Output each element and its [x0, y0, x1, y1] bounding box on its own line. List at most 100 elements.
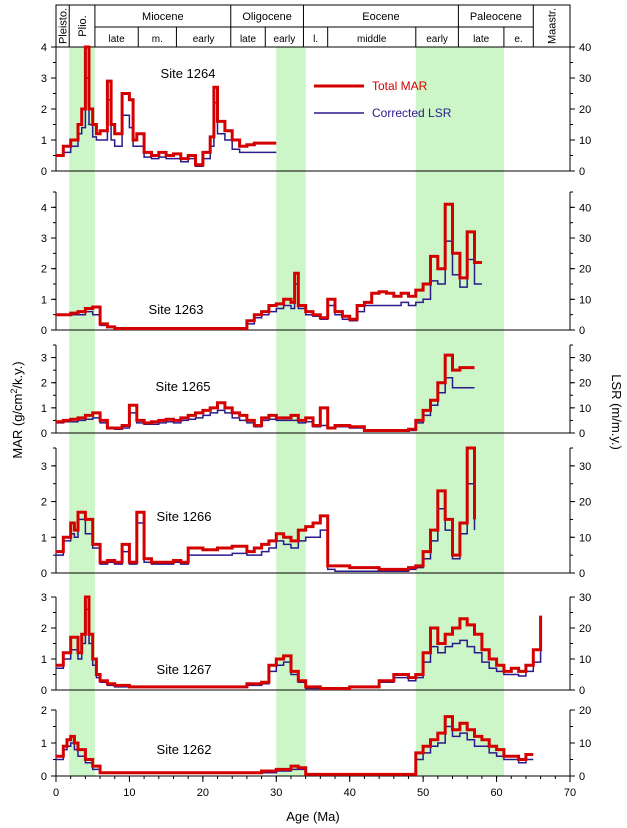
y-right-tick-label: 40: [579, 42, 591, 54]
shaded-interval-0: [69, 47, 95, 776]
y-left-tick-label: 3: [41, 461, 47, 473]
series-line-total-mar: [56, 595, 543, 690]
ylabel-left-superscript: 2: [9, 389, 19, 394]
y-left-tick-label: 0: [41, 685, 47, 697]
series-line-total-mar: [56, 715, 534, 776]
y-right-tick-label: 30: [579, 73, 591, 85]
timescale-frame: [55, 4, 571, 48]
series-line-total-mar: [56, 202, 482, 330]
y-left-tick-label: 2: [41, 378, 47, 390]
y-right-tick-label: 20: [579, 104, 591, 116]
y-left-tick-label: 1: [41, 532, 47, 544]
epoch-label: Miocene: [142, 11, 184, 23]
sub-epoch-label: e.: [514, 34, 522, 45]
x-tick-label: 20: [197, 787, 209, 799]
y-left-tick-label: 3: [41, 353, 47, 365]
epoch-label: Plio.: [77, 15, 89, 36]
y-left-tick-label: 4: [41, 202, 47, 214]
legend-label-corrected-lsr: Corrected LSR: [372, 106, 452, 120]
y-right-tick-label: 10: [579, 654, 591, 666]
epoch-label: Eocene: [362, 11, 399, 23]
ylabel-left-part1: MAR (g/cm: [10, 394, 25, 459]
site-label: Site 1262: [157, 742, 212, 757]
y-right-tick-label: 30: [579, 461, 591, 473]
sub-epoch-label: l.: [313, 34, 318, 45]
y-right-tick-label: 30: [579, 353, 591, 365]
y-left-tick-label: 4: [41, 42, 47, 54]
y-right-tick-label: 40: [579, 202, 591, 214]
sub-epoch-label: late: [240, 34, 257, 45]
sub-epoch-label: late: [109, 34, 126, 45]
y-right-tick-label: 20: [579, 623, 591, 635]
y-right-tick-label: 10: [579, 135, 591, 147]
sub-epoch-label: middle: [357, 34, 387, 45]
legend: Total MAR Corrected LSR: [314, 79, 452, 120]
x-tick-label: 0: [53, 787, 59, 799]
y-left-tick-label: 2: [41, 104, 47, 116]
site-label: Site 1263: [149, 302, 204, 317]
y-right-tick-label: 20: [579, 705, 591, 717]
y-left-tick-label: 0: [41, 325, 47, 337]
x-tick-label: 70: [564, 787, 576, 799]
y-left-tick-label: 0: [41, 166, 47, 178]
y-left-tick-label: 2: [41, 623, 47, 635]
epoch-label: Paleocene: [470, 11, 522, 23]
y-right-tick-label: 0: [579, 685, 585, 697]
y-axis-left-label: MAR (g/cm2/k.y.): [9, 361, 25, 458]
sub-epoch-label: m.: [152, 34, 163, 45]
timescale-header: Pleisto. Plio. Miocene late m. early Oligocene…: [55, 4, 571, 48]
epoch-label: Pleisto.: [58, 8, 70, 44]
y-left-tick-label: 1: [41, 403, 47, 415]
sub-epoch-label: early: [274, 34, 296, 45]
y-left-tick-label: 3: [41, 592, 47, 604]
y-left-tick-label: 2: [41, 705, 47, 717]
y-left-tick-label: 0: [41, 428, 47, 440]
y-right-tick-label: 10: [579, 403, 591, 415]
site-label: Site 1265: [156, 379, 211, 394]
legend-label-total-mar: Total MAR: [372, 79, 428, 93]
y-right-tick-label: 0: [579, 325, 585, 337]
y-right-tick-label: 0: [579, 166, 585, 178]
y-right-tick-label: 20: [579, 264, 591, 276]
y-left-tick-label: 2: [41, 264, 47, 276]
y-right-tick-label: 0: [579, 428, 585, 440]
x-tick-label: 30: [270, 787, 282, 799]
ylabel-left-part2: /k.y.): [10, 361, 25, 388]
sub-epoch-label: early: [193, 34, 215, 45]
y-right-tick-label: 20: [579, 497, 591, 509]
x-tick-label: 40: [344, 787, 356, 799]
site-label: Site 1266: [157, 509, 212, 524]
y-right-tick-label: 10: [579, 738, 591, 750]
y-left-tick-label: 0: [41, 771, 47, 783]
y-left-tick-label: 1: [41, 738, 47, 750]
y-left-tick-label: 2: [41, 497, 47, 509]
y-left-tick-label: 1: [41, 294, 47, 306]
y-left-tick-label: 1: [41, 654, 47, 666]
y-right-tick-label: 0: [579, 771, 585, 783]
epoch-label: Maastr.: [547, 8, 559, 44]
sub-epoch-label: early: [426, 34, 448, 45]
sub-epoch-label: late: [473, 34, 490, 45]
site-label: Site 1264: [161, 66, 216, 81]
y-right-tick-label: 20: [579, 378, 591, 390]
series-line-total-mar: [56, 446, 476, 571]
y-left-tick-label: 3: [41, 233, 47, 245]
x-tick-label: 50: [417, 787, 429, 799]
y-left-tick-label: 0: [41, 568, 47, 580]
x-axis: 0 10 20 30 40 50 60 70: [53, 776, 576, 799]
y-right-tick-label: 10: [579, 294, 591, 306]
x-tick-label: 10: [123, 787, 135, 799]
y-left-tick-label: 1: [41, 135, 47, 147]
y-right-tick-label: 30: [579, 233, 591, 245]
y-right-tick-label: 10: [579, 532, 591, 544]
shaded-intervals: [69, 47, 504, 776]
series-line-corrected-lsr: [56, 376, 475, 432]
